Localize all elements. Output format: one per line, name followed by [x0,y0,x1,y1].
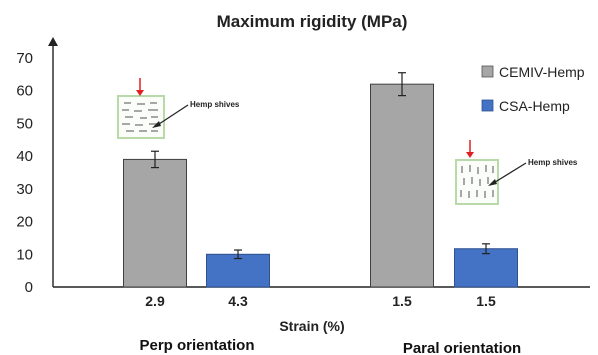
y-tick-labels: 0 10 20 30 40 50 60 70 [16,50,33,296]
error-bar [234,249,242,260]
group-label-paral: Paral orientation [403,340,521,355]
y-tick-label: 20 [16,214,33,231]
legend-swatch-csa [481,99,494,112]
legend-label-cemiv: CEMIV-Hemp [499,64,585,80]
annotation-hemp-shives-1: Hemp shives [190,100,240,109]
bar-cemiv-hemp-paral [370,83,434,288]
error-bar [482,243,490,255]
perpendicular-shives-sample-icon: Hemp shives [117,78,240,139]
x-axis-label: Strain (%) [279,318,344,334]
y-tick-label: 50 [16,115,33,132]
y-tick-label: 30 [16,181,33,198]
x-tick-label: 2.9 [145,293,165,309]
error-bar [398,72,406,97]
legend: CEMIV-Hemp CSA-Hemp [481,64,585,114]
y-axis [48,37,58,287]
x-tick-label: 1.5 [476,293,496,309]
y-axis-arrow-icon [48,37,58,46]
legend-swatch-cemiv [481,65,494,78]
y-tick-label: 0 [25,279,33,296]
y-tick-label: 10 [16,246,33,263]
y-tick-label: 40 [16,148,33,165]
chart-title: Maximum rigidity (MPa) [217,12,408,31]
x-tick-label: 4.3 [228,293,248,309]
bars [123,72,518,288]
bar-csa-hemp-paral [454,248,518,288]
x-tick-label: 1.5 [392,293,412,309]
x-tick-labels: 2.9 4.3 1.5 1.5 [145,293,496,309]
group-label-perp: Perp orientation [139,337,254,354]
bar-csa-hemp-perp [206,253,270,288]
annotation-hemp-shives-2: Hemp shives [528,158,578,167]
error-bar [151,150,159,169]
legend-label-csa: CSA-Hemp [499,98,570,114]
y-tick-label: 70 [16,50,33,67]
parallel-shives-sample-icon: Hemp shives [455,140,578,205]
bar-cemiv-hemp-perp [123,158,187,288]
y-tick-label: 60 [16,83,33,100]
